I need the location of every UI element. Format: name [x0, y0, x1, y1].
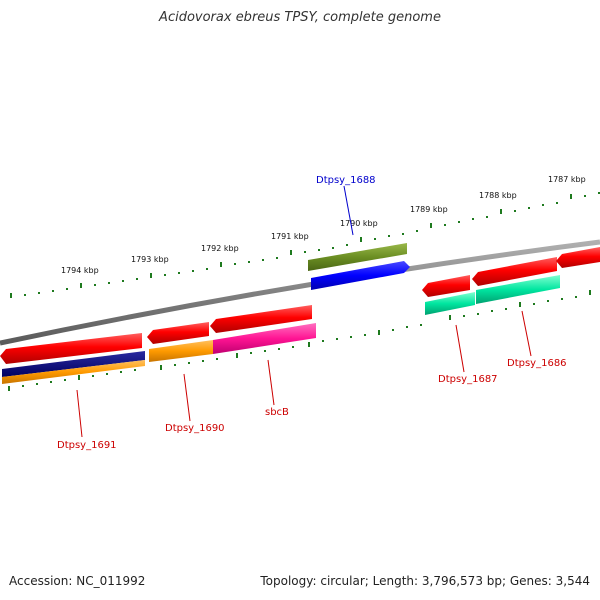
gene-feature-dtpsy-1687-mint[interactable] — [425, 292, 475, 315]
gene-feature-dtpsy-1691-orange[interactable] — [2, 360, 145, 384]
gene-feature-sbcb[interactable] — [210, 305, 312, 333]
gene-feature-dtpsy-1691-navy[interactable] — [2, 351, 145, 377]
genome-backbone — [0, 239, 600, 346]
map-title: Acidovorax ebreus TPSY, complete genome — [159, 10, 441, 25]
scale-label-1790: 1790 kbp — [340, 219, 378, 228]
scale-label-1789: 1789 kbp — [410, 205, 448, 214]
gene-feature-sbcb-pink[interactable] — [213, 323, 316, 354]
gene-label-sbcb[interactable]: sbcB — [265, 407, 289, 418]
accession-text: Accession: NC_011992 — [9, 574, 146, 588]
gene-feature-dtpsy-1691[interactable] — [0, 333, 142, 364]
gene-label-dtpsy-1690[interactable]: Dtpsy_1690 — [165, 423, 225, 434]
gene-feature-dtpsy-1688-cds[interactable] — [311, 261, 410, 290]
gene-feature-dtpsy-1690-orange[interactable] — [149, 340, 213, 362]
gene-label-dtpsy-1687[interactable]: Dtpsy_1687 — [438, 374, 498, 385]
scale-label-1787: 1787 kbp — [548, 175, 586, 184]
gene-feature-right-edge[interactable] — [556, 247, 600, 268]
gene-feature-dtpsy-1686[interactable] — [472, 257, 557, 286]
scale-label-1794: 1794 kbp — [61, 266, 99, 275]
scale-label-1793: 1793 kbp — [131, 255, 169, 264]
scale-label-1792: 1792 kbp — [201, 244, 239, 253]
genome-summary-text: Topology: circular; Length: 3,796,573 bp… — [260, 574, 590, 588]
scale-label-1791: 1791 kbp — [271, 232, 309, 241]
gene-feature-dtpsy-1687[interactable] — [422, 275, 470, 297]
gene-label-dtpsy-1688[interactable]: Dtpsy_1688 — [316, 175, 376, 186]
inner-tick-track — [8, 290, 591, 391]
label-leaders — [76, 185, 532, 438]
gene-feature-dtpsy-1690[interactable] — [147, 322, 209, 344]
gene-feature-dtpsy-1688-olive[interactable] — [308, 243, 407, 271]
gene-feature-dtpsy-1686-mint[interactable] — [476, 275, 560, 304]
scale-label-1788: 1788 kbp — [479, 191, 517, 200]
gene-label-dtpsy-1686[interactable]: Dtpsy_1686 — [507, 358, 567, 369]
gene-label-dtpsy-1691[interactable]: Dtpsy_1691 — [57, 440, 117, 451]
outer-tick-track — [10, 192, 600, 298]
